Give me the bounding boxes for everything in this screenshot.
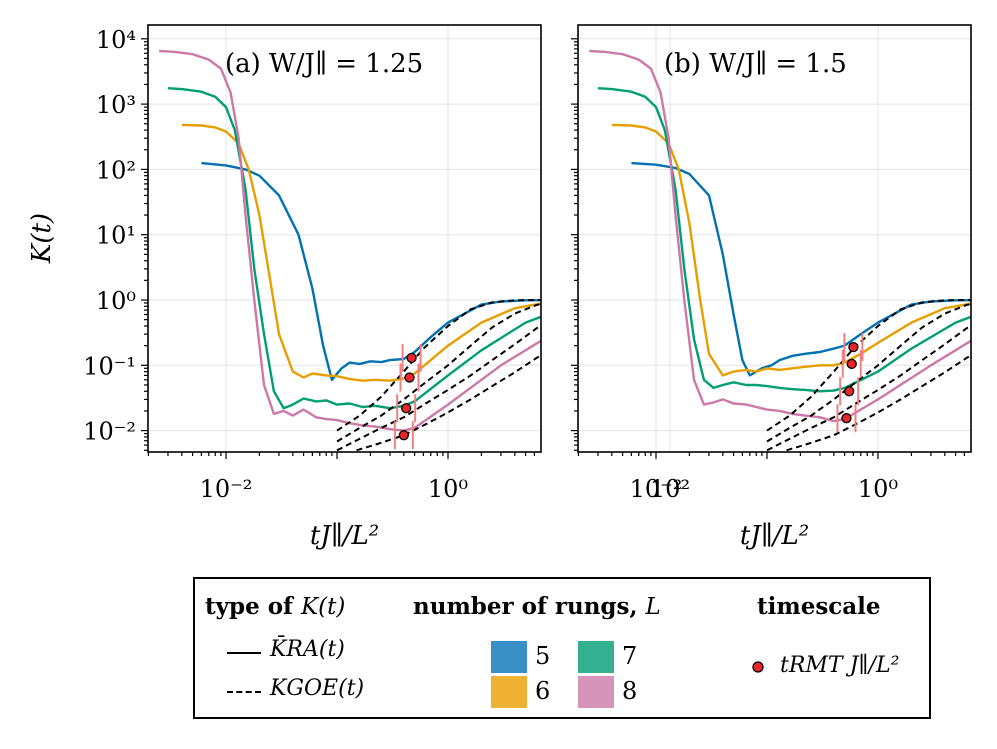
series-line-ra-8	[159, 49, 541, 432]
panel-a: 10⁻² 10⁰ 10²10⁻²10⁻¹10⁰10¹10²10³10⁴tJ∥/L²K…	[27, 24, 690, 551]
legend-rungs-header: number of rungs, L	[413, 593, 661, 620]
x-tick-label: 10⁻²	[200, 475, 253, 503]
plot-area	[589, 49, 971, 452]
legend-label-5: 5	[535, 642, 551, 670]
y-tick-label: 10⁻¹	[83, 352, 136, 380]
legend-solid-line	[227, 652, 261, 654]
legend-goe-label: KGOE(t)	[270, 676, 365, 701]
timescale-marker	[841, 413, 852, 424]
y-tick-label: 10¹	[96, 222, 136, 250]
x-axis-label: tJ∥/L²	[310, 521, 379, 551]
series-line-ra-7	[597, 87, 971, 393]
plot-area	[159, 49, 541, 452]
series-line-goe	[336, 303, 541, 443]
timescale-marker	[844, 386, 855, 397]
y-tick-label: 10⁻²	[83, 418, 136, 446]
legend-ra-label: K̄RA(t)	[270, 637, 345, 662]
series-line-goe	[336, 324, 541, 452]
y-axis-label: K(t)	[27, 213, 57, 264]
legend-dashed-line	[227, 691, 261, 693]
series-line-ra-5	[631, 161, 971, 377]
panel-b: 10⁻² 10⁰ 10² tJ∥/L² (b) W/J∥ = 1.5	[571, 24, 972, 551]
panel-title: (b) W/J∥ = 1.5	[664, 49, 847, 79]
series-line-goe	[766, 324, 971, 452]
series-line-ra-6	[611, 123, 971, 377]
panel-title: (a) W/J∥ = 1.25	[225, 49, 423, 79]
plot-frame	[577, 24, 972, 453]
legend-label-7: 7	[622, 642, 638, 670]
series-line-ra-7	[167, 87, 541, 410]
legend-swatch-7	[578, 641, 614, 673]
legend-swatch-6	[491, 676, 527, 708]
timescale-marker	[404, 372, 415, 383]
series-line-ra-5	[201, 161, 541, 381]
y-tick-label: 10³	[96, 91, 136, 119]
y-tick-label: 10⁰	[96, 287, 136, 315]
series-line-goe	[356, 354, 541, 452]
series-line-goe	[766, 303, 971, 443]
x-axis-label: tJ∥/L²	[740, 521, 809, 551]
series-line-ra-8	[589, 49, 971, 423]
x-tick-label: 10²	[650, 475, 690, 503]
y-tick-label: 10²	[96, 156, 136, 184]
legend-type-header: type of K(t)	[205, 593, 346, 620]
legend: type of K(t) number of rungs, L timescal…	[193, 577, 931, 719]
y-tick-label: 10⁴	[96, 26, 136, 54]
timescale-marker	[848, 341, 859, 353]
timescale-marker	[846, 358, 857, 370]
legend-label-8: 8	[622, 677, 638, 705]
chart-figure: 10⁻² 10⁰ 10²10⁻²10⁻¹10⁰10¹10²10³10⁴tJ∥/L²K…	[27, 24, 972, 551]
timescale-marker	[406, 352, 417, 364]
x-tick-label: 10⁻²	[630, 475, 683, 503]
legend-swatch-8	[578, 676, 614, 708]
plot-frame	[147, 24, 542, 453]
timescale-marker	[398, 430, 409, 441]
x-tick-label: 10⁰	[428, 475, 468, 503]
legend-marker-icon	[752, 661, 764, 673]
timescale-marker	[401, 403, 412, 414]
legend-timescale-header: timescale	[757, 593, 881, 620]
series-line-goe	[786, 354, 971, 452]
legend-timescale-label: tRMT J∥/L²	[780, 653, 900, 678]
x-tick-label: 10⁰	[858, 475, 898, 503]
legend-label-6: 6	[535, 677, 551, 705]
series-line-ra-6	[181, 123, 541, 382]
legend-swatch-5	[491, 641, 527, 673]
